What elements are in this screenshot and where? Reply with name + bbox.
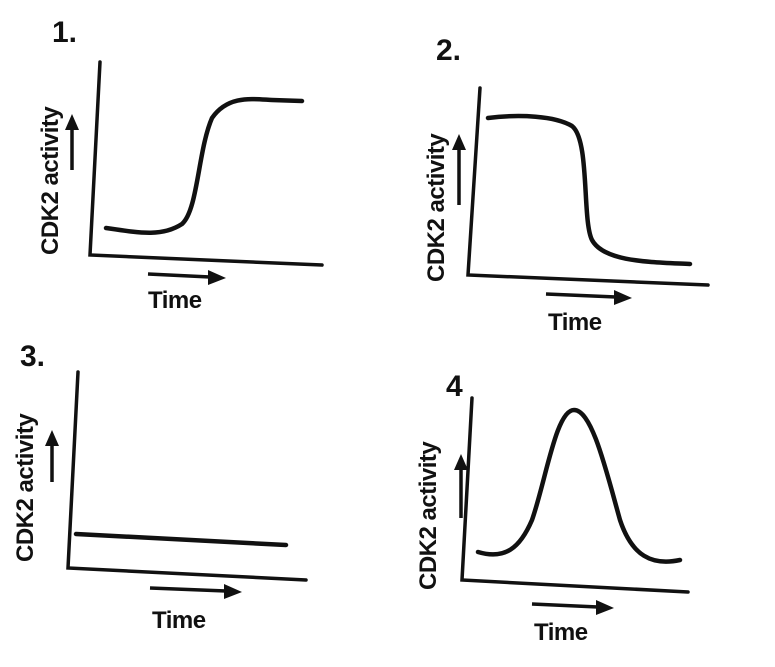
panel-3-ylabel: CDK2 activity (12, 413, 39, 562)
panel-2-axes (466, 86, 710, 287)
panel-1: 1. CDK2 activity Time (37, 16, 324, 314)
panel-4-axes (460, 396, 690, 594)
panel-3-axes (66, 370, 308, 582)
panel-2-y-arrow-icon (452, 134, 466, 205)
panel-3-xlabel: Time (152, 607, 206, 634)
panel-2-xlabel: Time (548, 309, 602, 336)
panel-1-x-arrow-icon (147, 270, 226, 285)
panel-1-curve (103, 96, 305, 235)
panel-4-curve (475, 407, 683, 564)
panel-4-ylabel: CDK2 activity (415, 441, 442, 590)
panel-4-xlabel: Time (534, 619, 588, 646)
panel-4-x-arrow-icon (531, 600, 614, 615)
panel-2-number: 2. (436, 34, 461, 67)
panel-3: 3. CDK2 activity Time (12, 340, 308, 634)
panel-1-axes (88, 60, 324, 267)
panel-4-y-arrow-icon (454, 454, 468, 518)
panel-1-number: 1. (52, 16, 77, 49)
panel-2-curve (485, 113, 693, 267)
panel-3-curve (73, 531, 289, 548)
panel-2: 2. CDK2 activity Time (423, 34, 710, 336)
panel-1-xlabel: Time (148, 287, 202, 314)
panel-1-ylabel: CDK2 activity (37, 106, 64, 255)
panel-3-number: 3. (20, 340, 45, 373)
panel-1-y-arrow-icon (65, 114, 79, 170)
panel-2-x-arrow-icon (545, 290, 632, 305)
panel-4: 4 CDK2 activity Time (415, 370, 690, 646)
panel-2-ylabel: CDK2 activity (423, 133, 450, 282)
panel-3-x-arrow-icon (149, 584, 242, 599)
panel-3-y-arrow-icon (45, 430, 59, 482)
panel-4-number: 4 (446, 370, 463, 403)
